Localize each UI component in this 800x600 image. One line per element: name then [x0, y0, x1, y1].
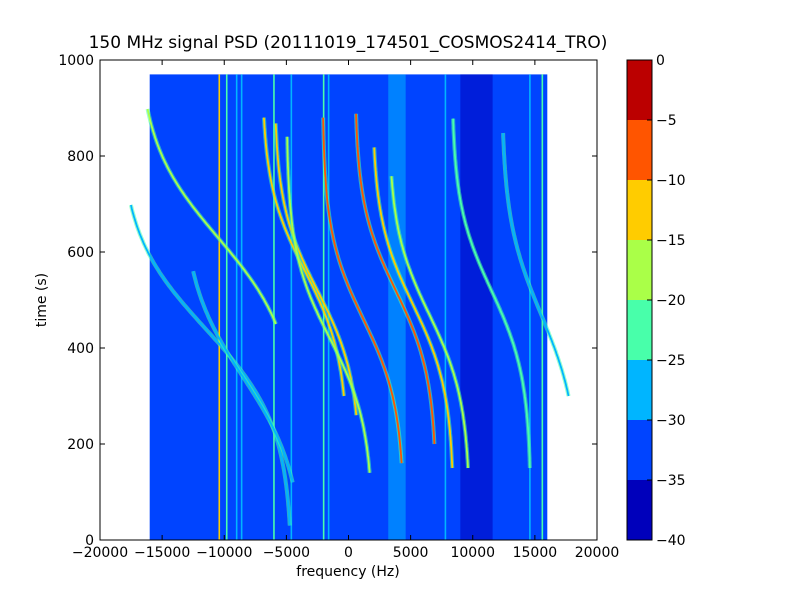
y-tick-label: 800 [67, 149, 94, 165]
colorbar: −40 −35 −30 −25 −20 −15 −10 −5 0 [626, 53, 686, 549]
colorbar-tick-label: −15 [656, 233, 686, 249]
doppler-track [502, 132, 570, 397]
x-axis-label: frequency (Hz) [296, 564, 399, 580]
colorbar-tick-label: −5 [656, 113, 677, 129]
x-tick-label: −10000 [196, 545, 252, 561]
colorbar-tick-label: 0 [656, 53, 665, 69]
heatmap [128, 74, 571, 540]
doppler-track [355, 113, 436, 445]
doppler-track [146, 108, 277, 325]
noise-band [460, 74, 493, 540]
doppler-track [452, 118, 531, 469]
doppler-track [274, 123, 358, 416]
colorbar-tick-label: −20 [656, 293, 686, 309]
colorbar-tick-label: −25 [656, 353, 686, 369]
colorbar-segment [627, 300, 652, 360]
x-tick-label: 15000 [513, 545, 558, 561]
colorbar-segment [627, 420, 652, 480]
y-tick-label: 0 [85, 533, 94, 549]
colorbar-segments [627, 60, 652, 540]
colorbar-tick-label: −30 [656, 413, 686, 429]
colorbar-tick-label: −40 [656, 533, 686, 549]
doppler-track [373, 147, 454, 469]
y-axis: 0 200 400 600 800 1000 [58, 53, 597, 549]
x-axis: −20000 −15000 −10000 −5000 0 5000 10000 15000 20… [72, 60, 619, 561]
colorbar-segment [627, 60, 652, 120]
x-tick-label: 20000 [575, 545, 620, 561]
colorbar-segment [627, 120, 652, 180]
x-tick-label: −5000 [263, 545, 310, 561]
x-tick-label: 0 [344, 545, 353, 561]
x-tick-label: 5000 [393, 545, 429, 561]
colorbar-tick-label: −35 [656, 473, 686, 489]
x-tick-label: 10000 [450, 545, 495, 561]
colorbar-segment [627, 360, 652, 420]
doppler-track [286, 136, 371, 473]
x-tick-label: −20000 [72, 545, 128, 561]
chart-title: 150 MHz signal PSD (20111019_174501_COSM… [89, 33, 608, 53]
x-tick-label: −15000 [134, 545, 190, 561]
colorbar-tick-label: −10 [656, 173, 686, 189]
y-axis-label: time (s) [34, 273, 50, 327]
doppler-track [322, 117, 403, 464]
colorbar-ticks: −40 −35 −30 −25 −20 −15 −10 −5 0 [647, 53, 686, 549]
colorbar-segment [627, 180, 652, 240]
y-tick-label: 400 [67, 341, 94, 357]
y-tick-label: 200 [67, 437, 94, 453]
colorbar-segment [627, 480, 652, 540]
plot-area: −20000 −15000 −10000 −5000 0 5000 10000 15000 20… [58, 53, 619, 561]
y-tick-label: 1000 [58, 53, 94, 69]
colorbar-segment [627, 240, 652, 300]
y-tick-label: 600 [67, 245, 94, 261]
doppler-track [192, 271, 294, 483]
doppler-track [390, 176, 469, 469]
